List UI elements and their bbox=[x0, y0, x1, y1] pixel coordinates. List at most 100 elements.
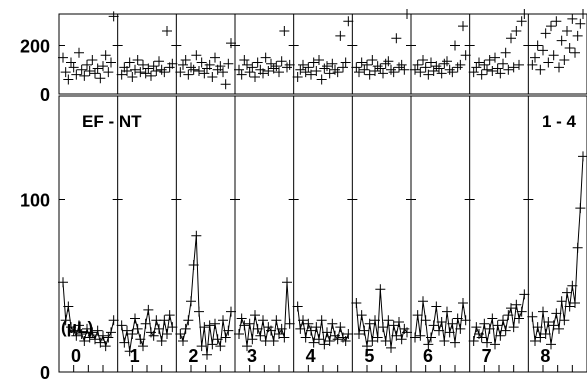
top-data-point bbox=[303, 62, 314, 73]
bottom-data-point bbox=[207, 339, 218, 350]
bottom-data-point bbox=[63, 301, 74, 312]
top-data-point bbox=[252, 57, 263, 68]
bottom-data-point bbox=[503, 310, 514, 321]
bottom-data-point bbox=[314, 334, 324, 345]
bottom-data-point bbox=[143, 304, 154, 315]
bottom-data-point bbox=[356, 310, 367, 321]
top-data-point bbox=[423, 69, 434, 80]
top-data-point bbox=[572, 30, 583, 41]
top-data-point bbox=[530, 52, 540, 63]
bottom-data-point bbox=[383, 315, 394, 326]
top-data-point bbox=[487, 65, 498, 76]
bottom-data-point bbox=[388, 320, 399, 331]
bottom-data-point bbox=[188, 260, 199, 271]
top-data-point bbox=[479, 59, 490, 70]
bottom-data-point bbox=[442, 306, 452, 317]
top-data-point bbox=[412, 59, 423, 70]
bottom-data-point bbox=[452, 313, 463, 324]
top-y-tick-label-0: 0 bbox=[40, 85, 50, 105]
group-label-2: 2 bbox=[188, 346, 198, 366]
bottom-y-tick-label-100: 100 bbox=[20, 191, 50, 211]
bottom-data-point bbox=[252, 323, 263, 334]
bottom-data-point bbox=[202, 349, 212, 360]
group-label-1: 1 bbox=[130, 346, 140, 366]
bottom-data-point bbox=[298, 315, 308, 326]
top-data-point bbox=[578, 9, 587, 19]
top-data-point bbox=[391, 33, 402, 44]
bottom-data-point bbox=[178, 335, 188, 346]
bottom-data-point bbox=[223, 325, 234, 336]
top-data-point bbox=[223, 58, 234, 69]
bottom-data-point bbox=[490, 339, 500, 350]
top-data-point bbox=[127, 72, 138, 83]
bottom-data-point bbox=[319, 339, 330, 350]
bottom-data-point bbox=[226, 306, 236, 317]
bottom-data-point bbox=[258, 315, 268, 326]
top-data-point bbox=[519, 9, 530, 19]
bottom-data-point bbox=[354, 329, 364, 340]
bottom-data-point bbox=[375, 284, 386, 295]
top-data-point bbox=[220, 79, 231, 90]
bottom-data-point bbox=[74, 320, 84, 331]
top-data-point bbox=[276, 56, 287, 67]
bottom-data-point bbox=[540, 329, 551, 340]
top-data-point bbox=[436, 68, 447, 79]
bottom-data-point bbox=[343, 329, 354, 340]
bottom-data-point bbox=[215, 341, 226, 352]
top-data-point bbox=[178, 59, 188, 70]
bottom-data-point bbox=[140, 318, 151, 329]
bottom-data-point bbox=[327, 318, 338, 329]
top-data-point bbox=[236, 69, 247, 80]
top-data-point bbox=[551, 16, 562, 27]
bottom-data-point bbox=[418, 296, 428, 307]
top-data-point bbox=[116, 69, 127, 80]
top-data-point bbox=[575, 18, 586, 29]
top-data-point bbox=[447, 67, 458, 78]
top-data-point bbox=[546, 21, 556, 32]
top-data-point bbox=[402, 9, 412, 19]
top-data-point bbox=[548, 50, 559, 61]
bottom-series-line-8 bbox=[531, 156, 584, 345]
top-panel bbox=[58, 9, 587, 95]
bottom-data-point bbox=[303, 318, 314, 329]
bottom-data-point bbox=[332, 334, 343, 345]
top-data-point bbox=[338, 62, 348, 73]
top-data-point bbox=[455, 59, 466, 70]
bottom-data-point bbox=[92, 325, 103, 336]
bottom-data-point bbox=[484, 323, 495, 334]
bottom-data-point bbox=[106, 327, 116, 338]
top-data-point bbox=[218, 67, 228, 78]
top-data-point bbox=[359, 64, 370, 75]
top-data-point bbox=[311, 65, 322, 76]
top-data-point bbox=[76, 64, 87, 75]
bottom-data-point bbox=[108, 315, 119, 326]
group-label-5: 5 bbox=[364, 346, 374, 366]
top-data-point bbox=[271, 61, 282, 72]
top-data-point bbox=[327, 58, 338, 69]
top-data-point bbox=[450, 40, 460, 51]
bottom-data-point bbox=[423, 339, 434, 350]
top-data-point bbox=[375, 63, 386, 74]
bottom-data-point bbox=[364, 318, 375, 329]
top-data-point bbox=[71, 69, 82, 80]
top-data-point bbox=[367, 55, 378, 66]
top-y-tick-label-200: 200 bbox=[20, 37, 50, 57]
top-data-point bbox=[362, 59, 372, 70]
bottom-data-point bbox=[276, 323, 287, 334]
bottom-data-point bbox=[511, 299, 522, 310]
top-data-point bbox=[356, 57, 367, 68]
top-data-point bbox=[66, 57, 76, 68]
top-data-point bbox=[215, 61, 226, 72]
top-data-point bbox=[532, 40, 543, 51]
group-label-8: 8 bbox=[540, 346, 550, 366]
bottom-data-point bbox=[439, 335, 450, 346]
top-data-point bbox=[92, 63, 103, 74]
bottom-data-point bbox=[199, 322, 210, 333]
top-data-point bbox=[122, 65, 132, 76]
top-data-point bbox=[146, 70, 156, 81]
top-data-point bbox=[538, 45, 548, 56]
bottom-data-point bbox=[306, 325, 316, 336]
top-data-point bbox=[386, 64, 396, 75]
bottom-data-point bbox=[244, 318, 255, 329]
bottom-data-point bbox=[527, 311, 538, 322]
